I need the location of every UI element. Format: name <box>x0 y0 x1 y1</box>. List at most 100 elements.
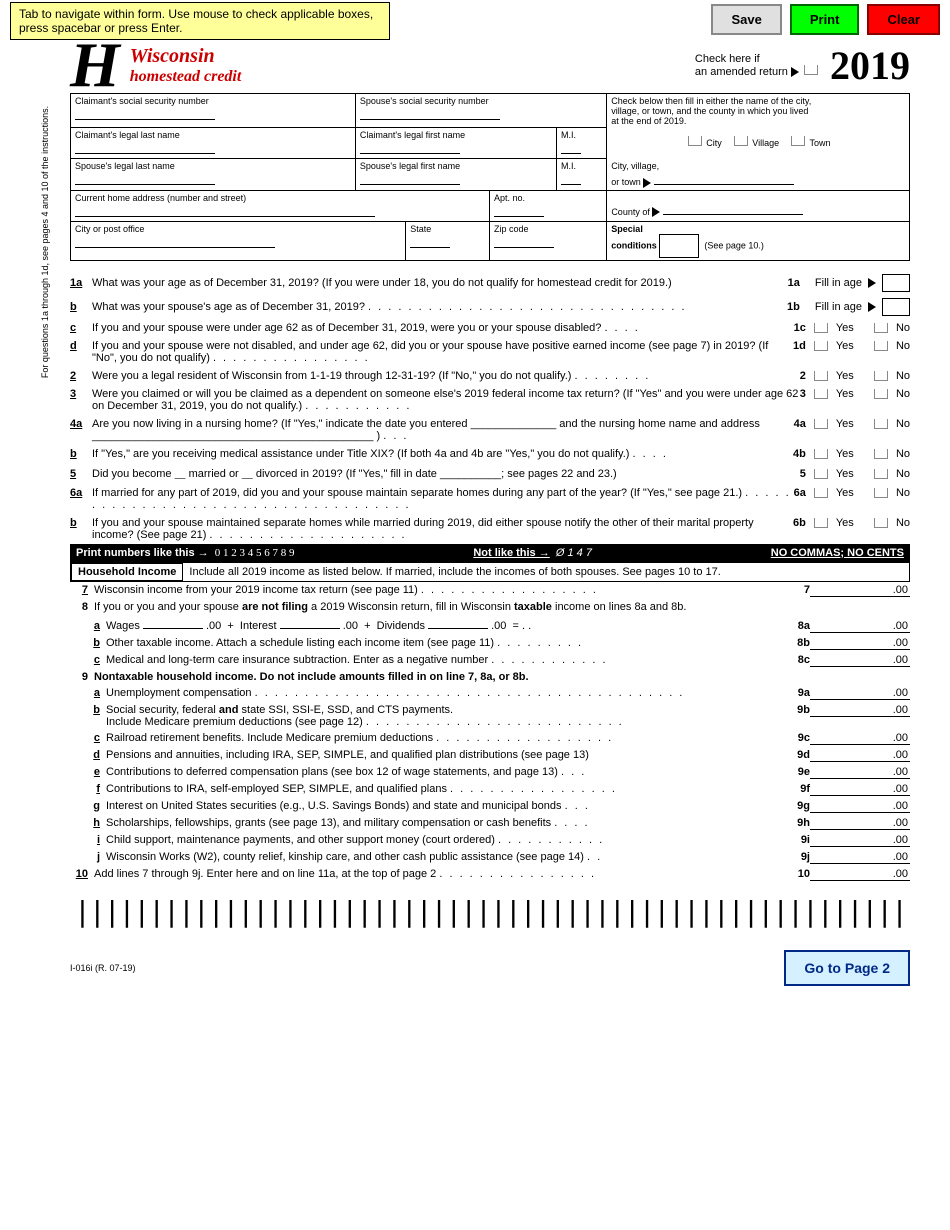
label-claimant-ssn: Claimant's social security number <box>75 96 209 106</box>
amt-9j[interactable]: .00 <box>810 851 910 864</box>
input-city-post[interactable] <box>75 234 275 248</box>
line-9d: Pensions and annuities, including IRA, S… <box>106 749 589 761</box>
input-special-conditions[interactable] <box>659 234 699 258</box>
label-mi2: M.I. <box>561 161 576 171</box>
label-state: State <box>410 224 431 234</box>
q-1b: What was your spouse's age as of Decembe… <box>92 301 365 313</box>
amt-7[interactable]: .00 <box>810 584 910 597</box>
check-2-yes[interactable] <box>814 371 828 381</box>
amt-9f[interactable]: .00 <box>810 783 910 796</box>
input-spouse-first[interactable] <box>360 171 460 185</box>
line-9: Nontaxable household income. Do not incl… <box>94 671 910 683</box>
amended-check[interactable]: Check here if an amended return <box>695 53 820 78</box>
input-claimant-last[interactable] <box>75 140 215 154</box>
input-zip[interactable] <box>494 234 554 248</box>
check-4a-yes[interactable] <box>814 419 828 429</box>
triangle-icon <box>791 67 799 77</box>
label-spouse-last: Spouse's legal last name <box>75 161 175 171</box>
check-6a-no[interactable] <box>874 488 888 498</box>
line-10: Add lines 7 through 9j. Enter here and o… <box>94 868 436 880</box>
input-interest[interactable] <box>280 617 340 629</box>
check-5-no[interactable] <box>874 469 888 479</box>
amt-9c[interactable]: .00 <box>810 732 910 745</box>
input-age-1b[interactable] <box>882 298 910 316</box>
form-number: I-016i (R. 07-19) <box>70 963 136 973</box>
line-8b: Other taxable income. Attach a schedule … <box>106 637 494 649</box>
input-county[interactable] <box>663 201 803 215</box>
input-wages[interactable] <box>143 617 203 629</box>
line-7: Wisconsin income from your 2019 income t… <box>94 584 418 596</box>
input-state[interactable] <box>410 234 450 248</box>
household-income-header: Household Income Include all 2019 income… <box>70 562 910 582</box>
check-city[interactable] <box>688 136 702 146</box>
amt-9a[interactable]: .00 <box>810 687 910 700</box>
amt-8c[interactable]: .00 <box>810 654 910 667</box>
input-age-1a[interactable] <box>882 274 910 292</box>
clear-button[interactable]: Clear <box>867 4 940 35</box>
input-claimant-ssn[interactable] <box>75 106 215 120</box>
city-help-1: Check below then fill in either the name… <box>611 96 811 106</box>
label-address: Current home address (number and street) <box>75 193 246 203</box>
amt-9b[interactable]: .00 <box>810 704 910 717</box>
line-9i: Child support, maintenance payments, and… <box>106 834 495 846</box>
input-city-village-town[interactable] <box>654 171 794 185</box>
amt-9d[interactable]: .00 <box>810 749 910 762</box>
q-3: Were you claimed or will you be claimed … <box>92 388 798 412</box>
label-zip: Zip code <box>494 224 529 234</box>
check-2-no[interactable] <box>874 371 888 381</box>
input-address[interactable] <box>75 203 375 217</box>
check-4b-no[interactable] <box>874 449 888 459</box>
form-state: Wisconsin <box>130 45 242 68</box>
label-claimant-last: Claimant's legal last name <box>75 130 180 140</box>
amt-9i[interactable]: .00 <box>810 834 910 847</box>
check-1d-yes[interactable] <box>814 341 828 351</box>
q-1c: If you and your spouse were under age 62… <box>92 322 601 334</box>
check-1c-yes[interactable] <box>814 323 828 333</box>
barcode: ||||||||||||||||||||||||||||||||||||||||… <box>70 883 910 940</box>
q-1d: If you and your spouse were not disabled… <box>92 340 768 364</box>
check-3-yes[interactable] <box>814 389 828 399</box>
line-9j: Wisconsin Works (W2), county relief, kin… <box>106 851 584 863</box>
q-4b: If "Yes," are you receiving medical assi… <box>92 448 629 460</box>
input-spouse-last[interactable] <box>75 171 215 185</box>
amt-8b[interactable]: .00 <box>810 637 910 650</box>
input-claimant-mi[interactable] <box>561 140 581 154</box>
line-9g: Interest on United States securities (e.… <box>106 800 562 812</box>
label-apt: Apt. no. <box>494 193 525 203</box>
city-help-2: village, or town, and the county in whic… <box>611 106 808 116</box>
check-3-no[interactable] <box>874 389 888 399</box>
label-spouse-ssn: Spouse's social security number <box>360 96 489 106</box>
input-spouse-mi[interactable] <box>561 171 581 185</box>
amt-9g[interactable]: .00 <box>810 800 910 813</box>
q-6a: If married for any part of 2019, did you… <box>92 487 742 499</box>
input-apt[interactable] <box>494 203 544 217</box>
amt-10[interactable]: .00 <box>810 868 910 881</box>
save-button[interactable]: Save <box>711 4 781 35</box>
amt-8a[interactable]: .00 <box>810 620 910 633</box>
check-6b-yes[interactable] <box>814 518 828 528</box>
check-village[interactable] <box>734 136 748 146</box>
print-button[interactable]: Print <box>790 4 860 35</box>
label-claimant-first: Claimant's legal first name <box>360 130 465 140</box>
q-1a: What was your age as of December 31, 201… <box>92 277 788 289</box>
input-spouse-ssn[interactable] <box>360 106 500 120</box>
check-5-yes[interactable] <box>814 469 828 479</box>
tax-year: 2019 <box>830 42 910 89</box>
input-dividends[interactable] <box>428 617 488 629</box>
see-page-10: (See page 10.) <box>704 240 764 250</box>
check-1d-no[interactable] <box>874 341 888 351</box>
goto-page2-button[interactable]: Go to Page 2 <box>784 950 910 986</box>
check-4b-yes[interactable] <box>814 449 828 459</box>
print-instruction-bar: Print numbers like this → 0 1 2 3 4 5 6 … <box>70 544 910 562</box>
amt-9e[interactable]: .00 <box>810 766 910 779</box>
check-6a-yes[interactable] <box>814 488 828 498</box>
amt-9h[interactable]: .00 <box>810 817 910 830</box>
input-claimant-first[interactable] <box>360 140 460 154</box>
check-town[interactable] <box>791 136 805 146</box>
form-letter: H <box>70 43 120 88</box>
check-1c-no[interactable] <box>874 323 888 333</box>
check-4a-no[interactable] <box>874 419 888 429</box>
line-9c: Railroad retirement benefits. Include Me… <box>106 732 433 744</box>
q-6b: If you and your spouse maintained separa… <box>92 517 754 541</box>
check-6b-no[interactable] <box>874 518 888 528</box>
